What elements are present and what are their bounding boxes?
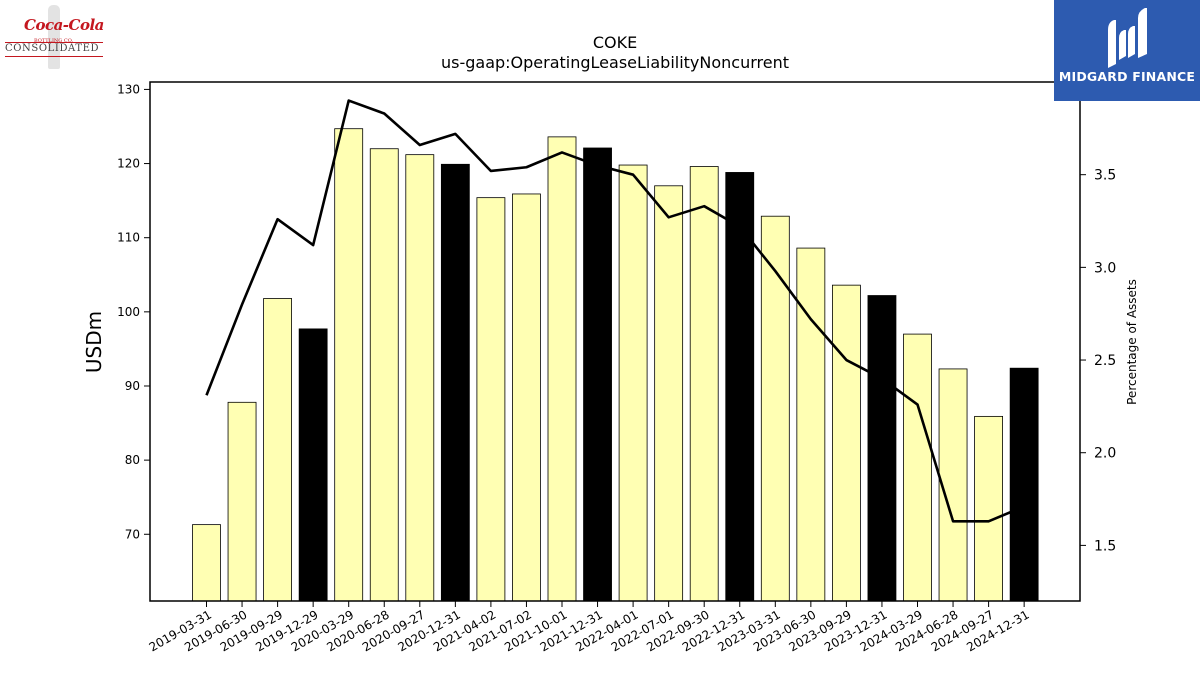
bar-2021-07-02 <box>512 193 541 602</box>
right-axis-ticks: 1.5 2.0 2.5 3.0 3.5 <box>1080 168 1116 554</box>
bar-2022-09-30 <box>689 166 719 602</box>
bar-2023-06-30 <box>796 247 826 602</box>
bar-2019-09-29 <box>263 298 293 602</box>
y2-tick-label: 1.5 <box>1094 538 1116 554</box>
bar-2022-12-31 <box>725 172 755 602</box>
y2-tick-label: 2.0 <box>1094 446 1116 462</box>
bar-2019-12-29 <box>298 328 328 602</box>
midgard-finance-logo: MIDGARD FINANCE <box>1054 0 1200 101</box>
y-tick-label: 70 <box>125 527 140 541</box>
logo-divider <box>5 42 103 43</box>
bar-2022-04-01 <box>618 164 648 602</box>
bar-2023-12-31 <box>867 295 897 602</box>
y-tick-label: 90 <box>125 379 140 393</box>
bar-2020-03-29 <box>334 128 364 602</box>
y2-tick-label: 3.5 <box>1094 168 1116 184</box>
bar-2020-12-31 <box>440 163 470 602</box>
y2-axis-label: Percentage of Assets <box>1125 279 1139 405</box>
logo-divider <box>5 56 103 57</box>
bar-2021-12-31 <box>583 147 612 602</box>
bar-2024-09-27 <box>974 415 1003 602</box>
y-tick-label: 100 <box>117 305 140 319</box>
bar-2021-10-01 <box>547 136 577 602</box>
bar-2023-09-29 <box>832 284 861 602</box>
logo-small-text: BOTTLING CO. <box>34 38 74 44</box>
bar-2024-03-29 <box>903 333 932 602</box>
bar-2020-06-28 <box>369 148 399 602</box>
midgard-brand-text: MIDGARD FINANCE <box>1058 69 1196 84</box>
y2-tick-label: 3.0 <box>1094 260 1116 276</box>
chart-title: COKE <box>593 33 637 52</box>
bar-series <box>192 128 1039 602</box>
y2-tick-label: 2.5 <box>1094 353 1116 369</box>
left-axis-ticks: 70 80 90 100 110 120 130 <box>117 82 150 541</box>
plot-frame <box>149 81 1081 602</box>
y-tick-label: 80 <box>125 453 140 467</box>
bar-2019-03-31 <box>192 524 221 602</box>
logo-script-text: Coca-Cola <box>24 16 104 34</box>
bar-2021-04-02 <box>476 197 506 602</box>
x-axis-ticks: 2019-03-312019-06-302019-09-292019-12-29… <box>147 601 1032 654</box>
coca-cola-consolidated-logo: Coca-Cola BOTTLING CO. CONSOLIDATED <box>2 2 104 70</box>
logo-name-text: CONSOLIDATED <box>5 43 100 54</box>
midgard-mark-icon <box>1108 8 1147 68</box>
y-axis-label: USDm <box>82 311 106 373</box>
bar-2023-03-31 <box>760 215 790 602</box>
bar-2019-06-30 <box>227 401 257 602</box>
percentage-line <box>205 99 1025 523</box>
chart-subtitle: us-gaap:OperatingLeaseLiabilityNoncurren… <box>441 53 789 72</box>
bottle-icon <box>48 5 60 69</box>
bar-2024-12-31 <box>1009 367 1039 602</box>
bar-2024-06-28 <box>938 368 968 602</box>
bar-2020-09-27 <box>405 154 435 602</box>
bar-2022-07-01 <box>654 185 684 602</box>
y-tick-label: 110 <box>117 231 140 245</box>
y-tick-label: 130 <box>117 82 140 96</box>
y-tick-label: 120 <box>117 157 140 171</box>
